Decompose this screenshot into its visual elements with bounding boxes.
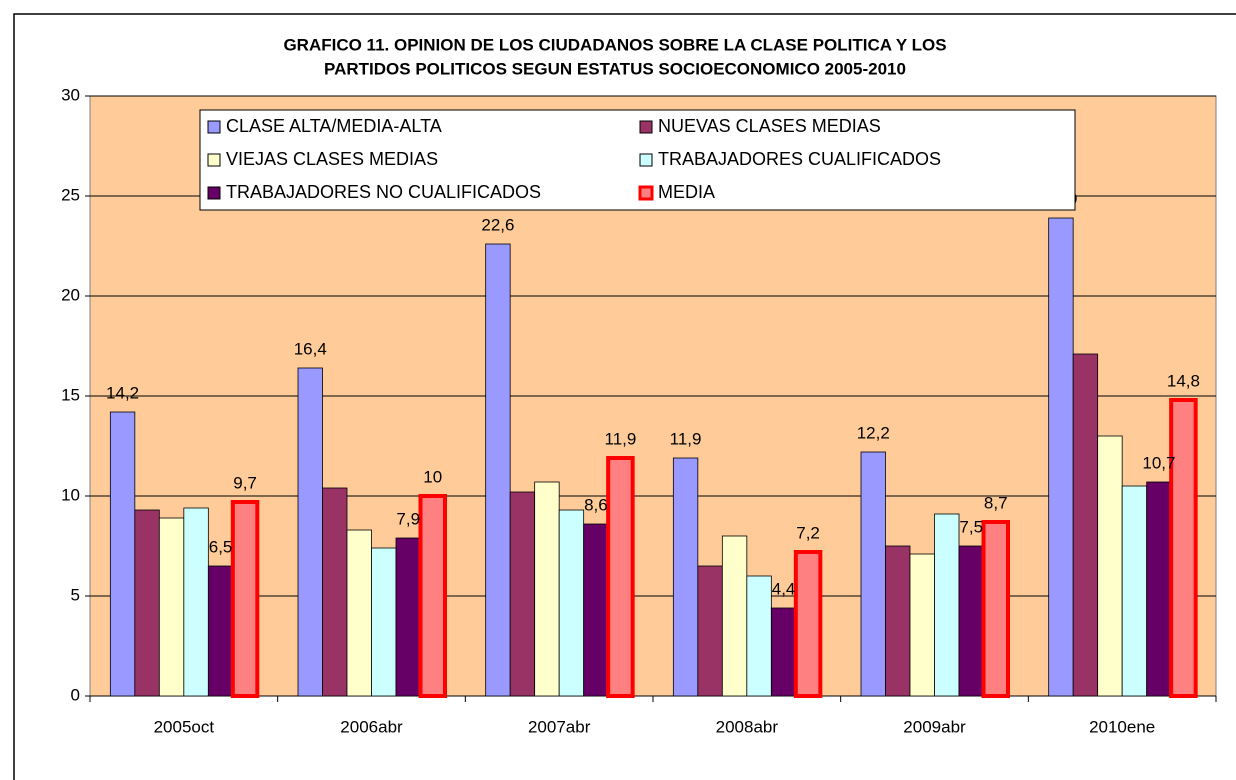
bar <box>134 509 160 697</box>
chart-title: GRAFICO 11. OPINION DE LOS CIUDADANOS SO… <box>283 35 946 54</box>
data-label: 12,2 <box>857 423 890 442</box>
bar <box>583 523 609 697</box>
y-tick-label: 5 <box>71 585 80 604</box>
y-tick-label: 10 <box>61 485 80 504</box>
data-label: 6,5 <box>209 537 233 556</box>
data-label: 10 <box>423 467 442 486</box>
legend-label: TRABAJADORES NO CUALIFICADOS <box>226 182 541 202</box>
x-tick-label: 2007abr <box>528 717 591 736</box>
bar <box>1072 353 1099 697</box>
legend-box <box>199 109 1076 211</box>
bar <box>1121 485 1148 697</box>
bar <box>534 481 560 697</box>
x-tick-label: 2008abr <box>716 717 779 736</box>
x-tick-label: 2009abr <box>903 717 966 736</box>
data-label: 4,4 <box>772 579 796 598</box>
data-label: 8,6 <box>584 495 608 514</box>
legend-swatch <box>639 153 653 167</box>
data-label: 7,5 <box>959 517 983 536</box>
data-label: 9,7 <box>233 473 257 492</box>
data-label: 11,9 <box>670 429 702 448</box>
legend-swatch <box>207 120 221 134</box>
bar <box>230 500 260 698</box>
bar <box>207 565 234 697</box>
legend-swatch <box>207 186 221 200</box>
chart-title: PARTIDOS POLITICOS SEGUN ESTATUS SOCIOEC… <box>324 59 906 78</box>
bar <box>909 553 935 697</box>
y-tick-label: 15 <box>61 385 80 404</box>
bar <box>346 529 372 697</box>
data-label: 14,2 <box>106 383 139 402</box>
bar <box>485 243 511 697</box>
bar <box>158 517 185 697</box>
legend-swatch <box>638 185 654 201</box>
bar <box>1048 217 1074 697</box>
legend-label: MEDIA <box>658 182 715 202</box>
bar <box>1146 481 1172 697</box>
bar <box>981 520 1010 698</box>
legend-label: TRABAJADORES CUALIFICADOS <box>658 149 941 169</box>
data-label: 7,2 <box>796 523 820 542</box>
y-tick-label: 25 <box>61 185 80 204</box>
x-tick-label: 2006abr <box>340 717 403 736</box>
legend-swatch <box>207 153 221 167</box>
bar <box>371 547 397 697</box>
bar <box>934 513 960 697</box>
bar <box>509 491 536 697</box>
bar <box>672 457 699 697</box>
legend-label: CLASE ALTA/MEDIA-ALTA <box>226 116 442 136</box>
bar <box>183 507 209 697</box>
bar <box>885 545 911 697</box>
x-tick-label: 2005oct <box>154 717 215 736</box>
data-label: 14,8 <box>1167 371 1200 390</box>
y-tick-label: 0 <box>71 685 80 704</box>
bar <box>770 607 797 697</box>
bar <box>958 545 984 697</box>
bar <box>418 494 447 698</box>
bar <box>297 367 323 697</box>
legend-label: VIEJAS CLASES MEDIAS <box>226 149 438 169</box>
data-label: 10,7 <box>1142 453 1175 472</box>
y-tick-label: 20 <box>61 285 80 304</box>
data-label: 7,9 <box>396 509 420 528</box>
bar <box>721 535 748 697</box>
bar <box>697 565 723 697</box>
bar <box>1097 435 1123 697</box>
bar <box>746 575 772 697</box>
legend-swatch <box>639 120 653 134</box>
bar <box>860 451 886 697</box>
bar <box>793 550 823 698</box>
bar <box>395 537 421 697</box>
x-tick-label: 2010ene <box>1089 717 1155 736</box>
bar <box>558 509 585 697</box>
bar <box>322 487 348 697</box>
data-label: 22,6 <box>481 215 514 234</box>
bar <box>109 411 136 697</box>
bar <box>606 456 635 698</box>
y-tick-label: 30 <box>61 85 80 104</box>
bar <box>1169 398 1198 698</box>
data-label: 16,4 <box>294 339 327 358</box>
legend-label: NUEVAS CLASES MEDIAS <box>658 116 881 136</box>
data-label: 8,7 <box>984 493 1008 512</box>
data-label: 11,9 <box>605 429 637 448</box>
